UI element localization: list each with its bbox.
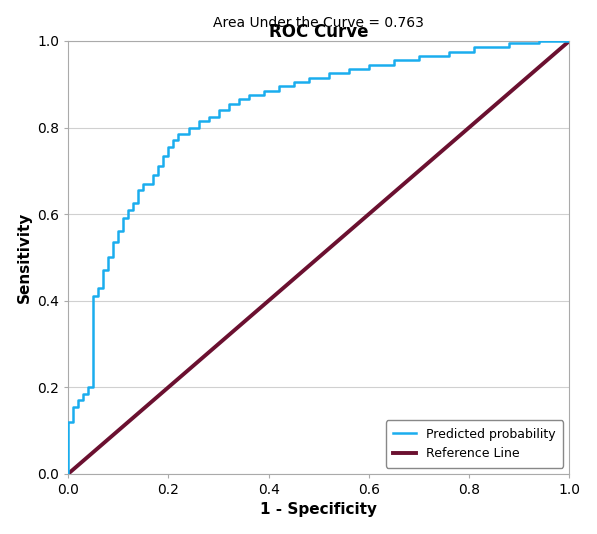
Text: Area Under the Curve = 0.763: Area Under the Curve = 0.763	[213, 16, 424, 30]
X-axis label: 1 - Specificity: 1 - Specificity	[260, 502, 377, 517]
Legend: Predicted probability, Reference Line: Predicted probability, Reference Line	[386, 420, 563, 467]
Title: ROC Curve: ROC Curve	[269, 23, 368, 41]
Y-axis label: Sensitivity: Sensitivity	[17, 211, 32, 303]
